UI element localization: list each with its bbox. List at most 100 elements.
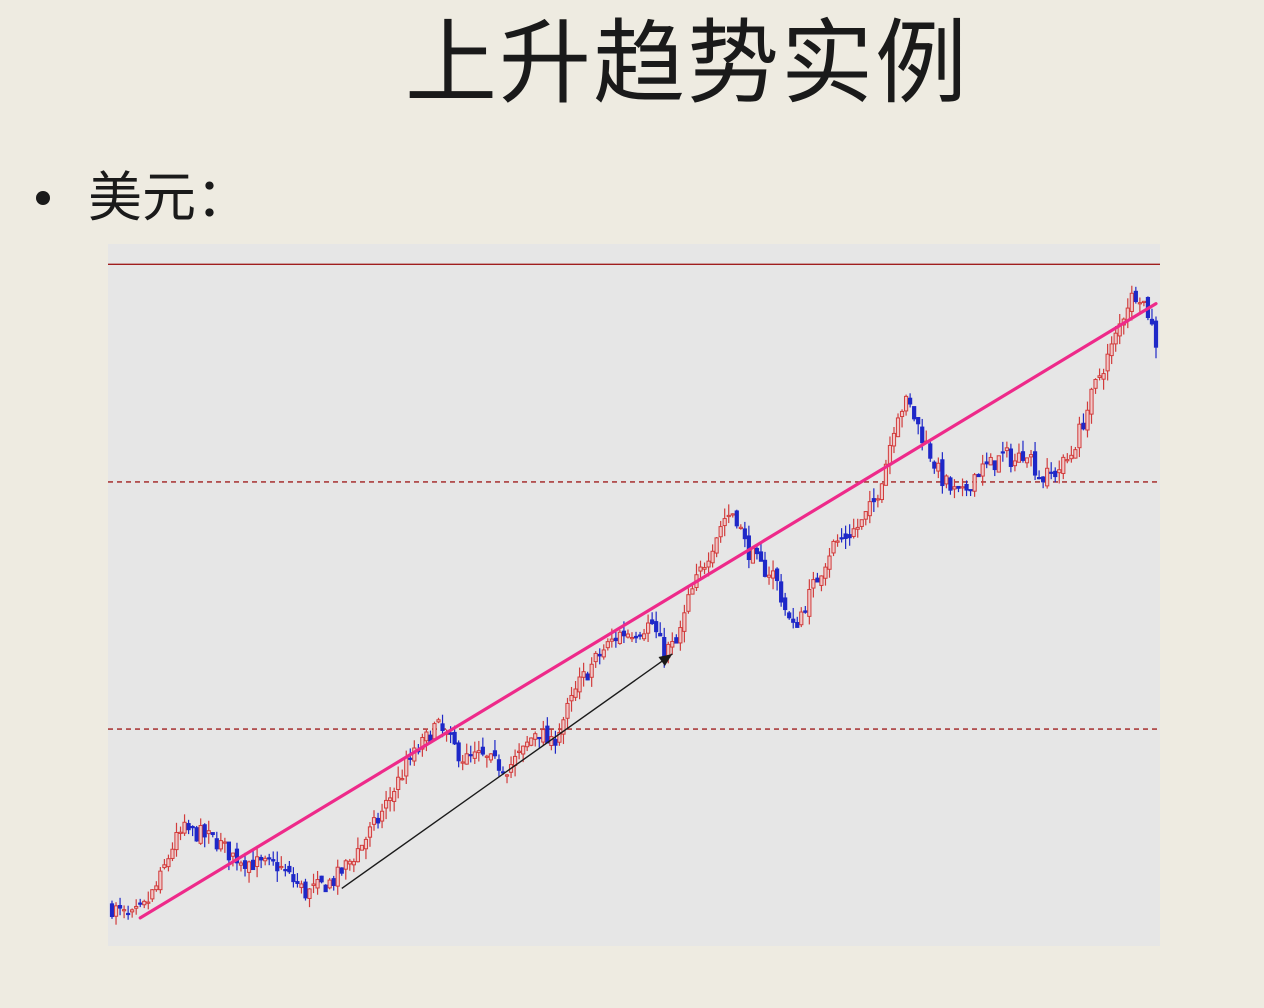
candle-body-up: [702, 567, 707, 570]
candle: [1008, 443, 1013, 473]
candle: [363, 836, 369, 860]
candle: [658, 622, 663, 637]
candle: [178, 826, 183, 841]
candle: [1069, 445, 1074, 463]
candle-body-down: [537, 736, 542, 740]
candle: [762, 551, 768, 578]
candle: [807, 579, 812, 625]
trend-arrow-line: [341, 653, 673, 890]
candle-body-down: [847, 534, 852, 539]
candle-body-up: [113, 905, 119, 917]
candle-body-down: [791, 618, 796, 623]
arrowhead-icon: [658, 653, 673, 666]
candle-body-up: [533, 733, 538, 740]
candle-body-up: [359, 844, 365, 851]
candle: [585, 671, 590, 681]
candle-body-down: [323, 884, 328, 893]
candle-body-up: [738, 526, 743, 529]
candle: [895, 413, 901, 438]
candle-body-up: [601, 649, 606, 658]
candle: [130, 908, 135, 918]
candle-body-up: [577, 676, 582, 693]
candle-body-down: [674, 637, 679, 644]
candle-body-down: [762, 559, 768, 577]
candle: [827, 547, 832, 578]
candle: [871, 488, 876, 512]
candle-body-down: [287, 865, 292, 873]
candle: [384, 790, 389, 820]
bullet-text: 美元：: [88, 166, 250, 229]
candle-body-down: [440, 723, 445, 732]
candle-body-down: [1008, 448, 1013, 467]
slide-title: 上升趋势实例: [404, 10, 969, 117]
candle-body-up: [617, 631, 622, 644]
candle: [912, 406, 917, 422]
candle-body-down: [1041, 476, 1046, 483]
candle-body-down: [597, 653, 602, 657]
candle: [867, 490, 872, 524]
candle-body-down: [658, 632, 663, 637]
candle: [1093, 378, 1098, 394]
candle: [1121, 317, 1126, 335]
candle: [811, 571, 816, 598]
candle-body-up: [710, 550, 715, 564]
candle: [799, 607, 804, 628]
candle-body-down: [267, 857, 272, 860]
candle-body-up: [750, 547, 756, 564]
candle: [1149, 308, 1155, 326]
candle-body-up: [891, 432, 897, 447]
candle-body-up: [1085, 409, 1090, 431]
candle-body-up: [1109, 343, 1114, 357]
candle: [605, 638, 610, 651]
candle-body-up: [646, 622, 651, 634]
candle: [533, 731, 538, 747]
candle: [996, 455, 1001, 473]
candle: [339, 867, 344, 876]
candle-body-down: [871, 498, 876, 503]
candle-body-up: [1089, 388, 1094, 415]
candle-body-up: [807, 588, 812, 617]
candle: [468, 745, 473, 763]
candle-body-down: [964, 483, 969, 491]
candle-body-up: [714, 537, 719, 554]
candle: [1117, 313, 1122, 345]
bullet-dot-icon: [36, 191, 50, 205]
candle: [633, 631, 639, 644]
candle-body-down: [190, 826, 195, 829]
candle: [875, 494, 880, 508]
candle-body-down: [448, 732, 453, 735]
candle: [1032, 441, 1038, 481]
candle: [121, 905, 127, 919]
candle: [976, 473, 981, 478]
candle: [1085, 401, 1090, 438]
candle-body-down: [109, 903, 115, 918]
candle-body-up: [1097, 375, 1102, 378]
candle: [392, 787, 397, 812]
candle: [170, 842, 175, 862]
candle: [299, 880, 304, 894]
candle-body-down: [774, 568, 780, 582]
candle-body-down: [928, 443, 933, 459]
candle: [714, 537, 719, 558]
candle-body-up: [573, 688, 578, 698]
candle-body-down: [1000, 451, 1005, 454]
candle: [698, 560, 703, 579]
candle: [259, 854, 264, 869]
candle-body-up: [629, 636, 635, 640]
candle: [484, 754, 489, 768]
candle: [847, 524, 852, 546]
candle: [803, 605, 808, 614]
candle-body-up: [593, 652, 598, 663]
candle: [774, 567, 780, 591]
candle-body-up: [944, 475, 949, 485]
candle-body-up: [831, 540, 836, 554]
candle-body-up: [504, 774, 510, 777]
candle: [1016, 443, 1022, 463]
candle: [190, 825, 195, 837]
candle-body-down: [375, 817, 381, 824]
candle: [303, 878, 308, 901]
candle: [1061, 454, 1066, 480]
candle-body-up: [609, 638, 614, 642]
candle-body-up: [766, 574, 772, 578]
candle-body-up: [1057, 469, 1062, 474]
